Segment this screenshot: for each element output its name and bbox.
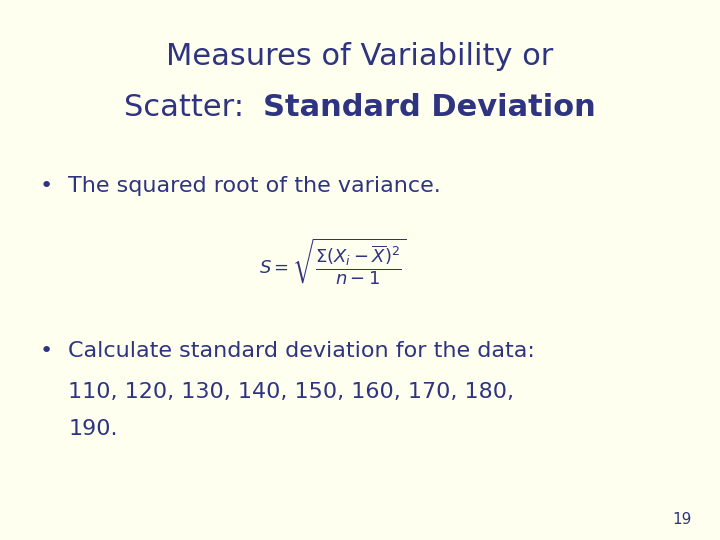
Text: The squared root of the variance.: The squared root of the variance. bbox=[68, 176, 441, 197]
Text: 190.: 190. bbox=[68, 419, 118, 440]
Text: $S = \sqrt{\dfrac{\Sigma(X_i - \overline{X})^2}{n-1}}$: $S = \sqrt{\dfrac{\Sigma(X_i - \overline… bbox=[259, 237, 407, 287]
Text: Scatter:: Scatter: bbox=[124, 93, 264, 123]
Text: 19: 19 bbox=[672, 512, 691, 527]
Text: Calculate standard deviation for the data:: Calculate standard deviation for the dat… bbox=[68, 341, 535, 361]
Text: 110, 120, 130, 140, 150, 160, 170, 180,: 110, 120, 130, 140, 150, 160, 170, 180, bbox=[68, 381, 514, 402]
Text: Standard Deviation: Standard Deviation bbox=[264, 93, 596, 123]
Text: Measures of Variability or: Measures of Variability or bbox=[166, 42, 554, 71]
Text: •: • bbox=[40, 176, 53, 197]
Text: •: • bbox=[40, 341, 53, 361]
